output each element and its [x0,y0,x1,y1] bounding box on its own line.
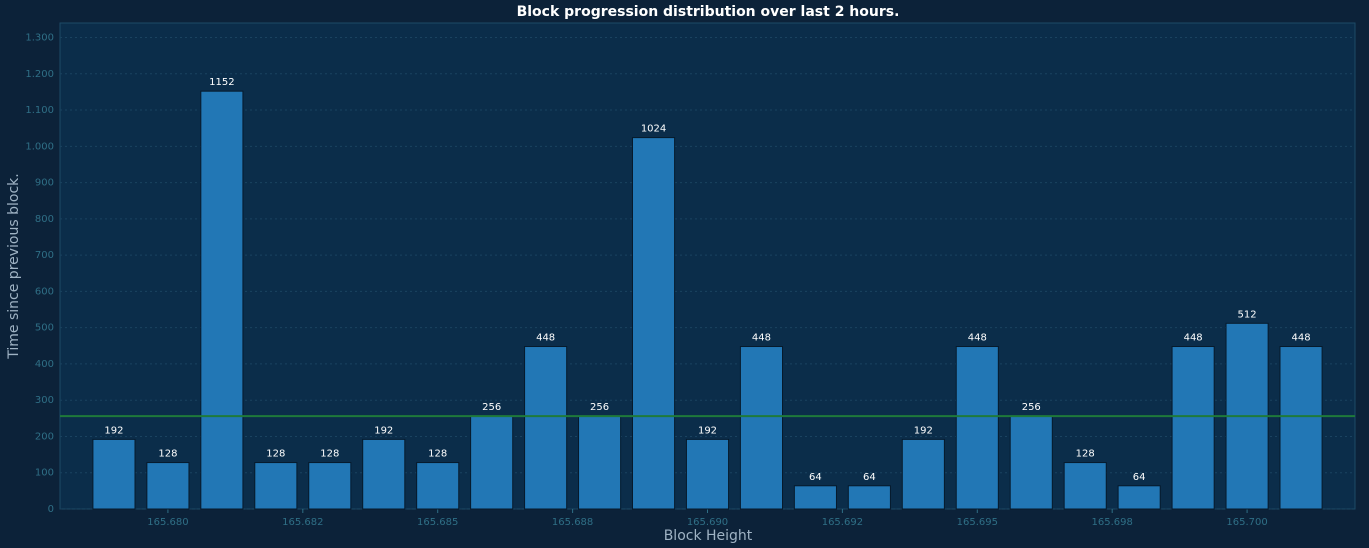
value-label: 128 [320,449,339,460]
value-label: 64 [809,472,822,483]
value-label: 128 [428,449,447,460]
value-label: 64 [1133,472,1146,483]
y-tick-label: 100 [35,468,54,479]
value-label: 448 [536,333,555,344]
y-tick-label: 600 [35,286,54,297]
y-axis-label: Time since previous block. [6,173,22,359]
y-tick-label: 1.200 [25,69,54,80]
bar [416,462,460,510]
value-label: 128 [1076,449,1095,460]
y-tick-label: 200 [35,431,54,442]
x-tick-label: 165.700 [1226,517,1267,528]
value-label: 448 [1291,333,1310,344]
bar [362,438,406,510]
bar [793,485,837,510]
x-tick-label: 165.690 [687,517,728,528]
y-tick-label: 1.000 [25,141,54,152]
bar [1009,415,1053,510]
y-tick-label: 1.300 [25,33,54,44]
value-label: 1152 [209,77,234,88]
bar [955,346,999,510]
bar [308,462,352,510]
bar [1063,462,1107,510]
value-label: 192 [698,425,717,436]
value-label: 192 [914,425,933,436]
value-label: 192 [374,425,393,436]
value-label: 512 [1238,309,1257,320]
value-label: 1024 [641,124,666,135]
x-tick-label: 165.682 [282,517,323,528]
bar [847,485,891,510]
y-tick-label: 800 [35,214,54,225]
x-axis-label: Block Height [664,528,753,544]
x-tick-label: 165.692 [822,517,863,528]
value-label: 256 [482,402,501,413]
value-label: 448 [968,333,987,344]
bar [1117,485,1161,510]
bar [739,346,784,510]
y-tick-label: 500 [35,323,54,334]
value-label: 64 [863,472,876,483]
chart-title: Block progression distribution over last… [517,4,900,20]
value-label: 128 [158,449,177,460]
y-tick-label: 700 [35,250,54,261]
y-tick-label: 900 [35,178,54,189]
y-tick-label: 1.100 [25,105,54,116]
bar [578,415,622,510]
bar [1279,346,1323,510]
bar [146,462,190,510]
bar [92,438,136,510]
value-label: 448 [752,333,771,344]
bar [901,438,945,510]
x-tick-label: 165.698 [1092,517,1133,528]
value-label: 192 [104,425,123,436]
value-label: 128 [266,449,285,460]
x-tick-label: 165.680 [147,517,188,528]
y-tick-label: 300 [35,395,54,406]
bar [685,438,730,510]
y-tick-label: 400 [35,359,54,370]
x-tick-label: 165.695 [957,517,998,528]
value-label: 448 [1184,333,1203,344]
bar [200,90,244,510]
bar [524,346,568,510]
value-label: 256 [590,402,609,413]
x-tick-label: 165.688 [552,517,593,528]
y-tick-label: 0 [48,504,54,515]
x-tick-label: 165.685 [417,517,458,528]
bar [254,462,298,510]
bar [1171,346,1215,510]
value-label: 256 [1022,402,1041,413]
bar [470,415,514,510]
bar [631,137,676,510]
plot-area [59,22,1356,510]
